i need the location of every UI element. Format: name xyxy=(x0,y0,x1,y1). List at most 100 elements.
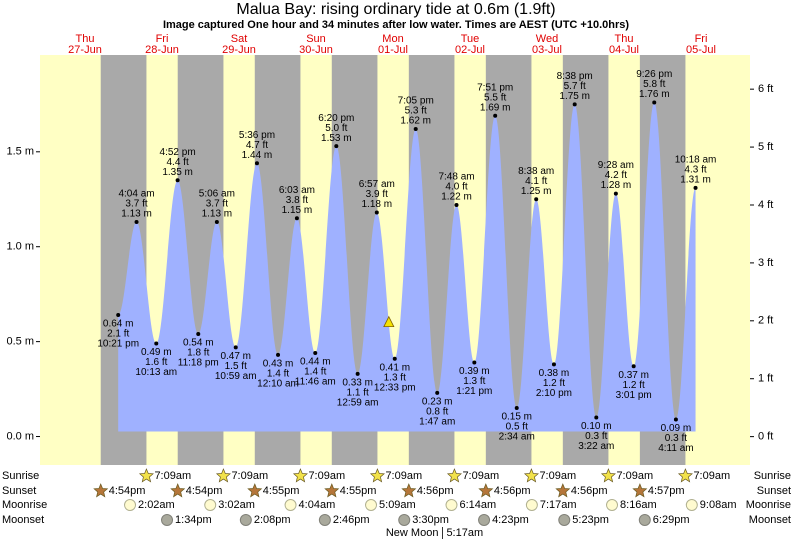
moonrise-icon xyxy=(365,499,378,511)
tide-label: 1.8 ft xyxy=(187,348,209,359)
y2-tick-label: 0 ft xyxy=(758,431,773,443)
tide-label: 0.54 m xyxy=(183,338,214,349)
tide-label: 5:06 am xyxy=(199,189,235,200)
weekday-label: Wed xyxy=(536,33,558,45)
tide-label: 0.47 m xyxy=(220,351,251,362)
sunrise-icon xyxy=(446,468,462,483)
tide-point xyxy=(493,113,498,118)
tide-point xyxy=(233,345,238,350)
sunset-time: 4:56pm xyxy=(494,485,531,497)
date-label: 01-Jul xyxy=(378,44,408,56)
tide-label: 4.1 ft xyxy=(525,176,547,187)
tide-point xyxy=(673,417,678,422)
tide-label: 2:10 pm xyxy=(536,388,572,399)
tide-label: 1:21 pm xyxy=(456,386,492,397)
tide-label: 0.5 ft xyxy=(506,422,528,433)
moonset-time: 2:08pm xyxy=(254,514,291,526)
tide-label: 1.31 m xyxy=(680,175,711,186)
tide-label: 1.35 m xyxy=(162,167,193,178)
tide-label: 4.3 ft xyxy=(684,165,706,176)
tide-label: 10:59 am xyxy=(215,371,257,382)
moonrise-icon xyxy=(606,499,619,511)
moonrise-icon xyxy=(284,499,297,511)
sunset-time: 4:56pm xyxy=(417,485,454,497)
date-label: 05-Jul xyxy=(686,44,716,56)
y2-tick-label: 5 ft xyxy=(758,141,773,153)
sunset-time: 4:54pm xyxy=(109,485,146,497)
tide-label: 0.44 m xyxy=(300,357,331,368)
moonrise-time: 5:09am xyxy=(379,499,416,511)
y-tick-label: 0.5 m xyxy=(6,336,34,348)
y2-tick-label: 4 ft xyxy=(758,199,773,211)
tide-point xyxy=(572,102,577,107)
tide-point xyxy=(154,341,159,346)
moonrise-icon xyxy=(124,499,137,511)
sunrise-row-label: Sunrise xyxy=(754,470,791,482)
tide-label: 5:36 pm xyxy=(239,130,275,141)
tide-label: 6:57 am xyxy=(359,179,395,190)
weekday-label: Sat xyxy=(231,33,248,45)
tide-label: 1:47 am xyxy=(419,417,455,428)
tide-label: 1.2 ft xyxy=(623,380,645,391)
moonrise-time: 8:16am xyxy=(620,499,657,511)
tide-label: 8:38 am xyxy=(518,166,554,177)
sunrise-time: 7:09am xyxy=(308,470,345,482)
sunset-icon xyxy=(478,483,494,498)
sunset-icon xyxy=(247,483,263,498)
moonset-time: 1:34pm xyxy=(175,514,212,526)
tide-label: 10:13 am xyxy=(135,367,177,378)
sunrise-icon xyxy=(523,468,539,483)
sunset-time: 4:56pm xyxy=(571,485,608,497)
tide-label: 0.8 ft xyxy=(426,407,448,418)
moonset-time: 6:29pm xyxy=(653,514,690,526)
chart-title: Malua Bay: rising ordinary tide at 0.6m … xyxy=(236,1,555,18)
date-label: 28-Jun xyxy=(145,44,179,56)
tide-point xyxy=(254,161,259,166)
tide-label: 1.25 m xyxy=(521,186,552,197)
tide-label: 12:59 am xyxy=(337,398,379,409)
tide-point xyxy=(551,362,556,367)
moon-phase-time: 5:17am xyxy=(446,527,483,539)
moonset-icon xyxy=(398,514,411,526)
sunset-row-label: Sunset xyxy=(757,485,791,497)
weekday-label: Fri xyxy=(695,33,708,45)
tide-label: 1.4 ft xyxy=(304,367,326,378)
tide-label: 0.09 m xyxy=(661,423,692,434)
tide-label: 4:52 pm xyxy=(160,147,196,158)
tide-label: 5.8 ft xyxy=(643,79,665,90)
tide-label: 1.22 m xyxy=(441,192,472,203)
tide-point xyxy=(693,185,698,190)
tide-point xyxy=(276,352,281,357)
tide-label: 0.64 m xyxy=(103,319,134,330)
sunset-time: 4:54pm xyxy=(186,485,223,497)
sunset-icon xyxy=(324,483,340,498)
moon-phase-name: New Moon xyxy=(386,527,439,539)
weekday-label: Mon xyxy=(382,33,403,45)
tide-point xyxy=(334,144,339,149)
tide-label: 0.38 m xyxy=(539,368,570,379)
tide-point xyxy=(435,390,440,395)
tide-label: 11:18 pm xyxy=(178,358,219,369)
tide-label: 5.5 ft xyxy=(484,92,506,103)
weekday-label: Sun xyxy=(306,33,326,45)
moonset-row-label: Moonset xyxy=(749,514,791,526)
tide-label: 1.6 ft xyxy=(145,357,167,368)
moonrise-icon xyxy=(525,499,538,511)
moonset-icon xyxy=(161,514,174,526)
tide-point xyxy=(116,313,121,318)
tide-label: 1.69 m xyxy=(480,102,511,113)
tide-label: 3:01 pm xyxy=(616,390,652,401)
sunset-time: 4:55pm xyxy=(340,485,377,497)
tide-label: 3.7 ft xyxy=(125,199,147,210)
tide-label: 8:38 pm xyxy=(557,71,593,82)
tide-label: 4.4 ft xyxy=(166,157,188,168)
moonset-time: 3:30pm xyxy=(412,514,449,526)
tide-point xyxy=(313,351,318,356)
tide-point xyxy=(534,197,539,202)
tide-label: 2.1 ft xyxy=(107,329,129,340)
moonrise-time: 9:08am xyxy=(700,499,737,511)
sunset-time: 4:55pm xyxy=(263,485,300,497)
tide-point xyxy=(214,220,219,225)
tide-label: 7:51 pm xyxy=(477,82,513,93)
sunrise-time: 7:09am xyxy=(616,470,653,482)
